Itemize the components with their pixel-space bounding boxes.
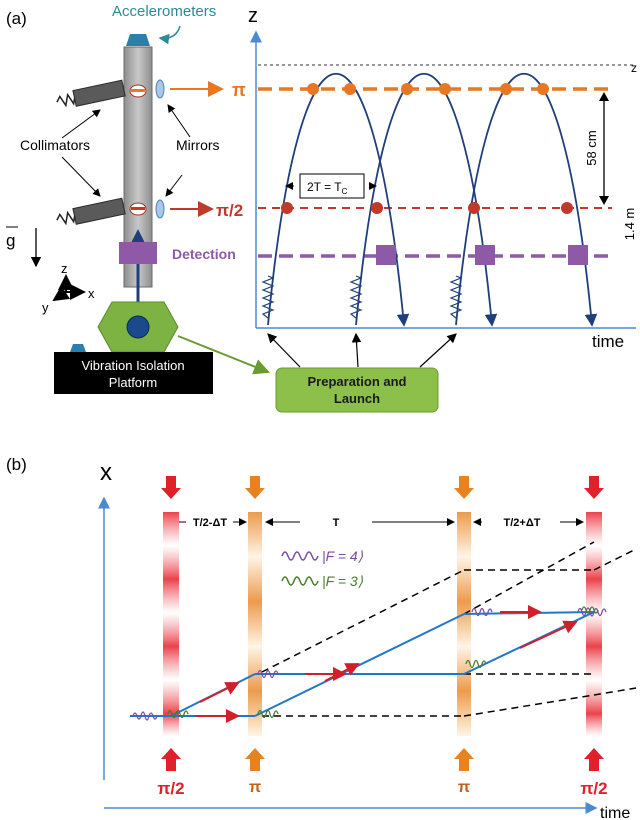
lower-collimator-icon bbox=[56, 197, 126, 226]
atom-source-icon bbox=[126, 315, 150, 339]
b-time-label: time bbox=[600, 805, 630, 820]
interferometer-paths bbox=[130, 611, 595, 717]
segment-2-label: T bbox=[333, 517, 340, 529]
bottom-label-2: π bbox=[249, 779, 261, 796]
top-accelerometer-icon bbox=[126, 34, 150, 46]
b-x-label: x bbox=[100, 459, 112, 486]
dim-14-label: 1.4 m bbox=[622, 208, 637, 241]
lower-mirror-icon bbox=[155, 199, 165, 219]
coordinate-axes-icon bbox=[52, 274, 86, 302]
top-right-cut-label: z bbox=[631, 61, 637, 75]
beam-pi-second bbox=[457, 512, 471, 736]
platform-accelerometer-icon bbox=[70, 344, 86, 352]
top-pulse-arrows bbox=[161, 476, 604, 499]
axis-x-label: x bbox=[88, 286, 95, 301]
axis-z-label: z bbox=[61, 261, 68, 276]
to-preparation-arrow bbox=[177, 335, 270, 375]
upper-collimator-icon bbox=[56, 79, 126, 108]
legend-f3-wave-icon bbox=[281, 576, 319, 586]
pi-beam-label: π bbox=[232, 80, 246, 100]
pi2-pulse-dots bbox=[281, 202, 573, 214]
platform-line1: Vibration Isolation bbox=[81, 358, 184, 373]
segment-3-label: T/2+ΔT bbox=[504, 517, 541, 529]
panel-a-label: (a) bbox=[6, 9, 27, 28]
launch-wavepackets-icon bbox=[261, 275, 463, 319]
vibration-platform bbox=[54, 352, 213, 394]
bottom-label-1: π/2 bbox=[157, 779, 184, 798]
bottom-label-4: π/2 bbox=[580, 779, 607, 798]
legend-f4-label: |F = 4⟩ bbox=[322, 548, 364, 564]
upper-mirror-icon bbox=[155, 79, 165, 99]
gravity-label: g bbox=[6, 231, 15, 250]
wavepackets bbox=[132, 606, 607, 721]
prep-line1: Preparation and bbox=[308, 374, 407, 389]
dashed-paths bbox=[261, 541, 637, 717]
legend-f3-label: |F = 3⟩ bbox=[322, 573, 364, 589]
plot-z-label: z bbox=[248, 5, 258, 27]
panel-b-label: (b) bbox=[6, 455, 27, 474]
detection-squares bbox=[376, 245, 588, 265]
accelerometer-pointer bbox=[158, 25, 181, 45]
preparation-launch-box bbox=[275, 367, 439, 413]
tc-box bbox=[299, 173, 365, 199]
axis-y-label: y bbox=[42, 300, 49, 315]
beam-pi2-first bbox=[163, 512, 179, 736]
panel-b: (b) x time π/2 π π π/2 bbox=[6, 455, 637, 820]
segment-1-label: T/2-ΔT bbox=[193, 517, 227, 529]
fountain-trajectories bbox=[267, 72, 598, 327]
detection-label: Detection bbox=[172, 246, 236, 262]
legend-f4-wave-icon bbox=[281, 551, 319, 561]
panel-a: (a) Accelerometers Collimators Mirrors bbox=[6, 3, 637, 413]
pi-pulse-dots bbox=[307, 83, 549, 95]
tc-label: 2T = TC bbox=[307, 180, 348, 196]
beam-pi-first bbox=[248, 512, 262, 736]
detection-box bbox=[119, 242, 157, 264]
beam-pi2-second bbox=[586, 512, 602, 736]
platform-line2: Platform bbox=[109, 375, 157, 390]
bottom-pulse-arrows bbox=[161, 748, 604, 771]
pi2-beam-label: π/2 bbox=[216, 201, 243, 220]
accelerometers-label: Accelerometers bbox=[112, 3, 216, 20]
mirrors-label: Mirrors bbox=[176, 137, 220, 153]
dim-58-label: 58 cm bbox=[584, 130, 599, 165]
plot-time-label: time bbox=[592, 332, 624, 351]
prep-line2: Launch bbox=[334, 391, 380, 406]
bottom-label-3: π bbox=[458, 779, 470, 796]
momentum-arrows bbox=[195, 605, 578, 723]
collimators-label: Collimators bbox=[20, 137, 90, 153]
